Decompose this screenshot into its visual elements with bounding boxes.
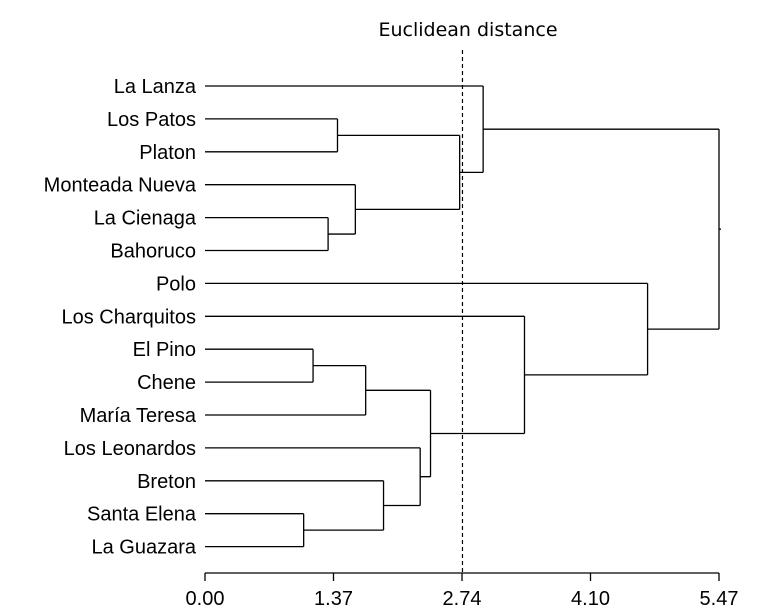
dendrogram-branch <box>205 480 385 531</box>
dendrogram-branch <box>205 118 339 153</box>
dendrogram-branch <box>205 348 314 383</box>
dendrogram-branches <box>205 85 721 548</box>
x-tick-label: 2.74 <box>443 588 482 608</box>
x-axis: 0.00 1.37 2.74 4.10 5.47 <box>186 572 739 608</box>
x-tick-label: 1.37 <box>314 588 353 608</box>
leaf-label: Santa Elena <box>87 504 197 526</box>
leaf-label: La Guazara <box>91 537 196 559</box>
leaf-label: Platon <box>139 142 196 164</box>
leaf-labels: La Lanza Los Patos Platon Monteada Nueva La … <box>44 76 197 559</box>
dendrogram-branch <box>205 315 526 435</box>
leaf-label: María Teresa <box>80 405 197 427</box>
x-tick-label: 5.47 <box>700 588 739 608</box>
leaf-label: Breton <box>137 471 196 493</box>
x-tick-label: 0.00 <box>186 588 225 608</box>
dendrogram-branch <box>205 184 356 235</box>
dendrogram-branch <box>205 85 484 174</box>
x-tick-label: 4.10 <box>571 588 610 608</box>
chart-title: Euclidean distance <box>378 19 557 41</box>
leaf-label: Los Patos <box>107 109 196 131</box>
leaf-label: Chene <box>137 372 196 394</box>
dendrogram-branch <box>365 389 432 478</box>
leaf-label: Bahoruco <box>110 241 196 263</box>
dendrogram-branch <box>205 282 649 376</box>
dendrogram-branch <box>205 447 421 507</box>
leaf-label: El Pino <box>133 339 196 361</box>
dendrogram-branch <box>205 216 329 252</box>
dendrogram-branch <box>483 128 720 330</box>
leaf-label: Polo <box>156 273 196 295</box>
leaf-label: Los Charquitos <box>61 306 196 328</box>
leaf-label: La Cienaga <box>94 208 197 230</box>
leaf-label: La Lanza <box>114 76 197 98</box>
leaf-label: Los Leonardos <box>64 438 196 460</box>
leaf-label: Monteada Nueva <box>44 175 197 197</box>
dendrogram-branch <box>205 513 305 548</box>
dendrogram-branch <box>205 365 367 416</box>
